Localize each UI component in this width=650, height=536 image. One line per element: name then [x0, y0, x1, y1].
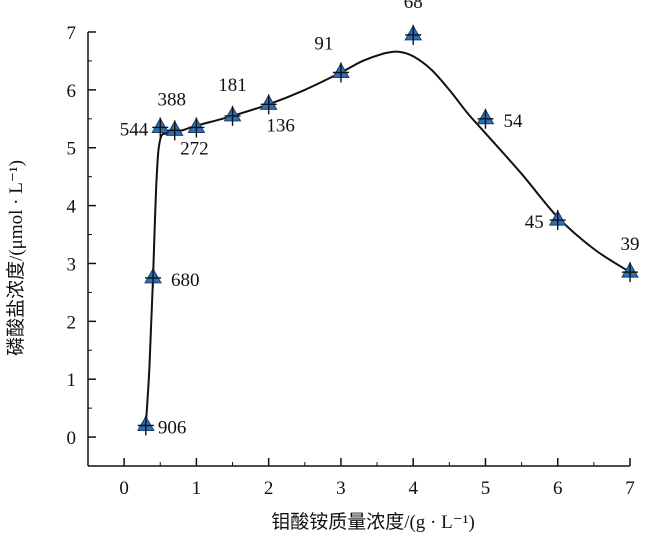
x-tick-label: 2 [264, 478, 274, 499]
data-point-marker [223, 105, 242, 126]
data-point-marker [332, 62, 350, 83]
data-label: 68 [404, 0, 423, 13]
fit-curve-line [144, 50, 631, 426]
data-label: 136 [266, 115, 295, 136]
axes [87, 32, 630, 467]
data-label: 906 [158, 417, 187, 438]
x-tick-label: 5 [481, 478, 491, 499]
data-point-marker [151, 117, 170, 138]
data-label: 54 [503, 111, 523, 132]
y-tick-label: 0 [67, 428, 77, 449]
data-point-marker [404, 24, 423, 45]
data-point-marker [548, 210, 567, 231]
x-tick-label: 0 [119, 478, 129, 499]
data-label: 388 [157, 89, 186, 110]
x-tick-label: 4 [408, 478, 418, 499]
data-label: 45 [525, 212, 544, 233]
y-axis-title: 磷酸盐浓度/(μmol · L⁻¹) [5, 160, 27, 356]
data-label: 272 [180, 138, 209, 159]
data-point-marker [621, 262, 639, 283]
x-tick-label: 6 [553, 478, 563, 499]
data-label: 91 [314, 34, 333, 55]
data-point-marker [165, 120, 184, 141]
y-tick-label: 3 [67, 254, 77, 275]
data-point-marker [144, 267, 162, 288]
data-label: 181 [218, 75, 247, 96]
y-tick-label: 6 [67, 81, 77, 102]
y-tick-label: 2 [67, 312, 77, 333]
data-point-marker [259, 94, 278, 115]
y-tick-label: 7 [67, 23, 77, 44]
y-tick-label: 1 [67, 370, 77, 391]
data-point-marker [187, 117, 206, 138]
y-tick-label: 5 [67, 139, 77, 160]
data-point-marker [136, 415, 155, 436]
y-tick-label: 4 [67, 197, 77, 218]
x-axis-title: 钼酸铵质量浓度/(g · L⁻¹) [271, 511, 475, 533]
data-label: 39 [621, 234, 640, 255]
x-tick-label: 1 [192, 478, 202, 499]
data-markers [136, 24, 639, 436]
x-tick-label: 3 [336, 478, 346, 499]
data-point-marker [476, 108, 495, 129]
data-labels: 906 680 544 388 272 181 136 91 68 54 45 39 [120, 0, 640, 438]
x-tick-label: 7 [625, 478, 635, 499]
data-label: 680 [171, 270, 200, 291]
data-label: 544 [120, 119, 149, 140]
